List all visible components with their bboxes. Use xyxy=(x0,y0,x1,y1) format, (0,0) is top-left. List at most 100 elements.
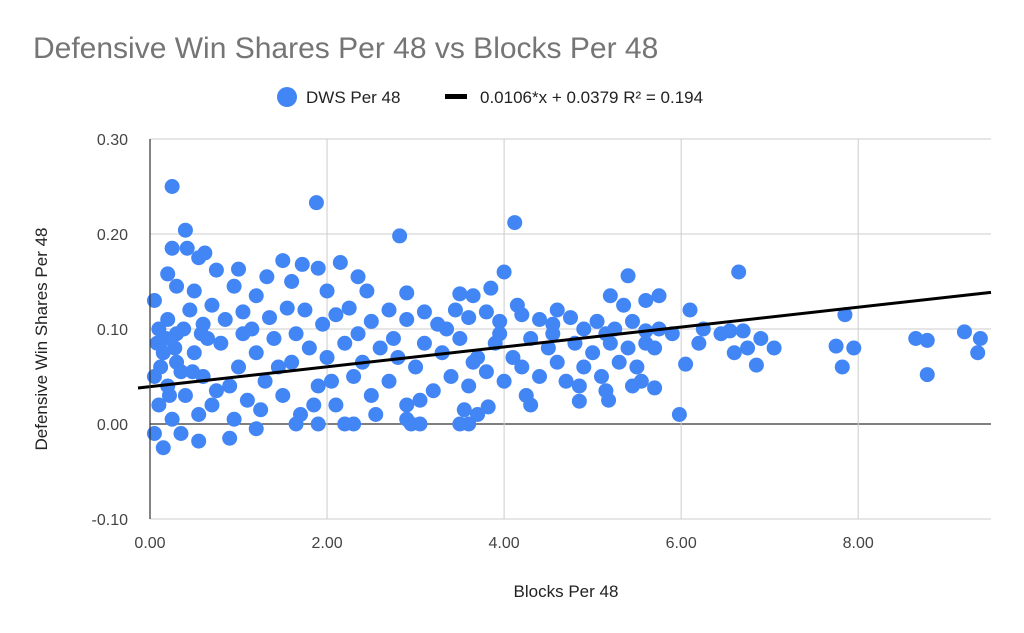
data-point xyxy=(363,313,379,329)
x-axis-title: Blocks Per 48 xyxy=(514,582,619,601)
data-point xyxy=(638,293,654,308)
data-point xyxy=(346,369,362,384)
data-point xyxy=(204,297,220,313)
data-point xyxy=(363,388,379,403)
data-point xyxy=(164,411,180,427)
data-point xyxy=(337,335,353,351)
data-point xyxy=(399,312,415,327)
data-point xyxy=(919,332,935,348)
data-point xyxy=(160,312,176,327)
data-point xyxy=(392,228,408,244)
data-point xyxy=(461,378,477,394)
data-point xyxy=(213,335,229,351)
data-point xyxy=(323,373,339,389)
y-tick-label: 0.20 xyxy=(97,227,128,244)
data-point xyxy=(332,255,348,270)
data-point xyxy=(731,264,747,280)
y-axis-title: Defensive Win Shares Per 48 xyxy=(32,228,51,451)
data-point xyxy=(496,264,512,280)
data-point xyxy=(160,266,176,282)
data-point xyxy=(399,411,415,427)
data-point xyxy=(461,416,477,432)
data-point xyxy=(753,331,769,346)
y-tick-label: 0.10 xyxy=(97,322,128,339)
data-point xyxy=(678,356,694,372)
data-point xyxy=(972,331,988,346)
data-point xyxy=(186,283,202,299)
trendline-group xyxy=(137,290,992,390)
data-point xyxy=(239,392,255,408)
data-point xyxy=(465,288,481,304)
data-point xyxy=(691,335,707,351)
data-point xyxy=(177,222,193,238)
data-point xyxy=(259,269,275,285)
data-point xyxy=(461,310,477,326)
data-point xyxy=(308,195,324,211)
data-point xyxy=(970,345,986,361)
data-points xyxy=(146,179,988,456)
data-point xyxy=(507,215,523,231)
data-point xyxy=(480,399,496,415)
data-point xyxy=(310,416,326,432)
data-point xyxy=(284,354,300,370)
data-point xyxy=(169,278,185,294)
data-point xyxy=(483,280,499,296)
data-point xyxy=(505,350,521,365)
data-point xyxy=(294,256,310,272)
data-point xyxy=(266,331,282,346)
data-point xyxy=(496,373,512,389)
x-tick-label: 2.00 xyxy=(311,535,342,552)
data-point xyxy=(146,293,162,308)
data-point xyxy=(288,326,304,342)
data-point xyxy=(740,340,756,356)
data-point xyxy=(558,373,574,389)
data-point xyxy=(602,288,618,304)
data-point xyxy=(319,350,335,365)
data-point xyxy=(425,383,441,399)
data-point xyxy=(593,369,609,384)
data-point xyxy=(146,426,162,441)
data-point xyxy=(585,345,601,361)
legend-marker-dws xyxy=(277,87,297,107)
data-point xyxy=(956,324,972,340)
data-point xyxy=(284,274,300,289)
data-point xyxy=(186,345,202,361)
data-point xyxy=(208,383,224,399)
data-point xyxy=(177,388,193,403)
data-point xyxy=(346,416,362,432)
data-point xyxy=(545,326,561,342)
data-point xyxy=(571,378,587,394)
data-point xyxy=(310,260,326,276)
data-point xyxy=(173,426,189,441)
data-point xyxy=(179,240,195,256)
data-point xyxy=(297,302,313,318)
data-point xyxy=(671,407,687,422)
data-point xyxy=(478,304,494,320)
data-point xyxy=(492,313,508,329)
data-point xyxy=(514,359,530,375)
data-point xyxy=(563,310,578,326)
data-point xyxy=(279,300,295,316)
data-point xyxy=(412,392,428,408)
data-point xyxy=(647,340,663,356)
data-point xyxy=(408,359,424,375)
data-point xyxy=(191,250,207,266)
data-point xyxy=(601,392,617,408)
data-point xyxy=(153,359,169,375)
data-point xyxy=(647,380,663,396)
data-point xyxy=(412,416,428,432)
data-point xyxy=(193,326,209,342)
data-point xyxy=(576,321,592,337)
data-point xyxy=(416,335,432,351)
data-point xyxy=(248,421,264,437)
data-point xyxy=(549,354,565,370)
data-point xyxy=(381,302,397,318)
data-point xyxy=(492,326,508,342)
data-point xyxy=(222,378,238,394)
data-point xyxy=(478,364,494,380)
data-point xyxy=(167,340,183,356)
data-point xyxy=(532,369,548,384)
data-point xyxy=(315,316,331,332)
data-point xyxy=(341,300,357,316)
